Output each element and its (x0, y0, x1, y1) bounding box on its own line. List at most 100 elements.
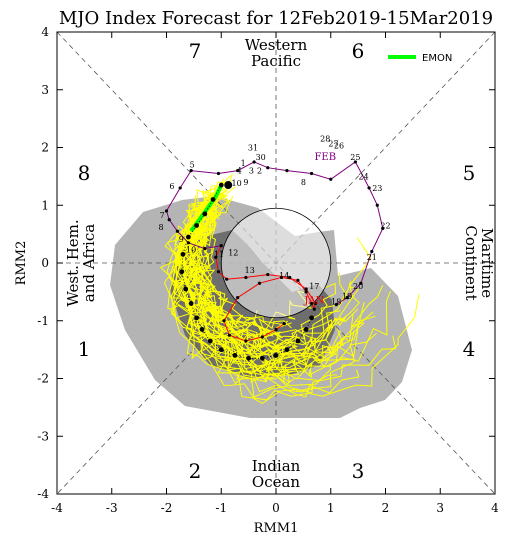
observed-purple-point (203, 246, 207, 251)
forecast-point (259, 355, 265, 361)
day-label: 11 (214, 250, 224, 259)
observed-purple-point (345, 296, 349, 300)
ensemble-member-track (171, 204, 360, 398)
forecast-point (246, 355, 252, 361)
observed-red-point (260, 335, 264, 339)
x-tick-label: 4 (491, 501, 499, 515)
day-label: 7 (160, 211, 165, 220)
day-label: 27 (328, 139, 338, 148)
day-label: 6 (169, 182, 174, 191)
observed-purple-point (167, 218, 171, 222)
y-axis-label: RMM2 (14, 241, 29, 286)
observed-purple-point (186, 241, 190, 245)
day-label: 22 (380, 221, 390, 230)
observed-purple-point (285, 169, 289, 173)
observed-purple-point (178, 186, 182, 190)
day-label: 8 (301, 178, 306, 187)
observed-red-point (266, 272, 270, 277)
observed-purple-point (216, 171, 221, 176)
day-label: 26 (334, 142, 344, 151)
ensemble-member-track (168, 193, 316, 404)
observed-purple-point (219, 244, 223, 248)
x-tick-label: -4 (51, 501, 63, 515)
y-tick-label: -3 (37, 429, 49, 443)
region-right-line1: Maritime (478, 228, 496, 298)
observed-red-point (288, 275, 292, 280)
month-label: JAN (303, 295, 324, 306)
observed-red-point (216, 270, 221, 274)
month-label: FEB (314, 152, 336, 163)
day-label: 5 (190, 161, 195, 170)
day-label: 10 (231, 179, 241, 188)
y-tick-label: -2 (37, 372, 49, 386)
x-tick-label: -1 (215, 501, 227, 515)
observed-track-red (215, 245, 316, 342)
observed-purple-point (359, 281, 363, 285)
y-tick-label: -1 (37, 314, 49, 328)
observed-red-point (313, 301, 318, 306)
phase-number-3: 3 (352, 459, 365, 483)
day-label: 20 (353, 282, 363, 291)
day-label: 25 (350, 153, 360, 162)
observed-purple-point (353, 160, 357, 164)
day-label: 8 (158, 223, 163, 232)
phase-number-5: 5 (463, 161, 476, 185)
day-label: 10 (186, 246, 196, 255)
observed-red-point (227, 333, 232, 337)
x-tick-label: -3 (106, 501, 118, 515)
mjo-tracks (164, 160, 385, 361)
region-bottom-line2: Ocean (252, 473, 301, 491)
y-tick-label: 0 (41, 256, 49, 270)
observed-purple-point (266, 166, 270, 170)
forecast-point (183, 286, 189, 292)
forecast-point (194, 315, 200, 321)
phase-number-2: 2 (189, 459, 202, 483)
forecast-point (194, 223, 200, 228)
forecast-point (273, 353, 279, 358)
forecast-start-marker (224, 181, 233, 190)
x-axis-label: RMM1 (254, 521, 299, 536)
observed-purple-point (375, 203, 379, 207)
day-label: 2 (257, 166, 262, 175)
ensemble-member-track (184, 192, 377, 373)
phase-numbers: 7 6 8 5 1 4 2 3 (78, 39, 476, 483)
phase-number-6: 6 (352, 39, 365, 63)
observed-purple-point (236, 169, 240, 173)
phase-number-8: 8 (78, 161, 91, 185)
forecast-point (180, 251, 186, 257)
region-top-line1: Western (245, 36, 308, 54)
region-bottom-line1: Indian (252, 457, 301, 475)
observed-red-point (312, 307, 316, 311)
day-label: 3 (249, 166, 254, 175)
observed-red-point (236, 296, 240, 300)
forecast-point (218, 182, 224, 188)
observed-purple-point (370, 249, 374, 254)
day-label: 9 (243, 178, 248, 187)
forecast-point (210, 197, 216, 202)
day-label: 9 (179, 235, 184, 244)
day-label: 31 (248, 143, 258, 152)
observed-red-point (279, 275, 284, 280)
observed-red-point (309, 301, 314, 306)
forecast-point (186, 234, 191, 240)
day-label: 13 (245, 266, 255, 275)
ensemble-member-tracks (159, 173, 420, 404)
legend-label-emon: EMON (422, 53, 452, 64)
region-left-line1: West. Hem. (64, 219, 82, 306)
observed-red-point (257, 281, 262, 285)
ensemble-member-track (184, 190, 359, 353)
observed-red-point (222, 319, 226, 323)
day-label: 12 (228, 248, 238, 257)
forecast-point (295, 338, 301, 344)
region-top-line2: Pacific (251, 52, 301, 70)
ensemble-member-track (189, 197, 352, 339)
phase-number-1: 1 (78, 337, 91, 361)
x-tick-label: 2 (382, 501, 390, 515)
day-label: 1 (241, 159, 246, 168)
region-right-line2: Continent (462, 225, 480, 300)
phase-number-7: 7 (189, 39, 202, 63)
forecast-point (179, 269, 185, 275)
x-tick-label: -2 (161, 501, 173, 515)
